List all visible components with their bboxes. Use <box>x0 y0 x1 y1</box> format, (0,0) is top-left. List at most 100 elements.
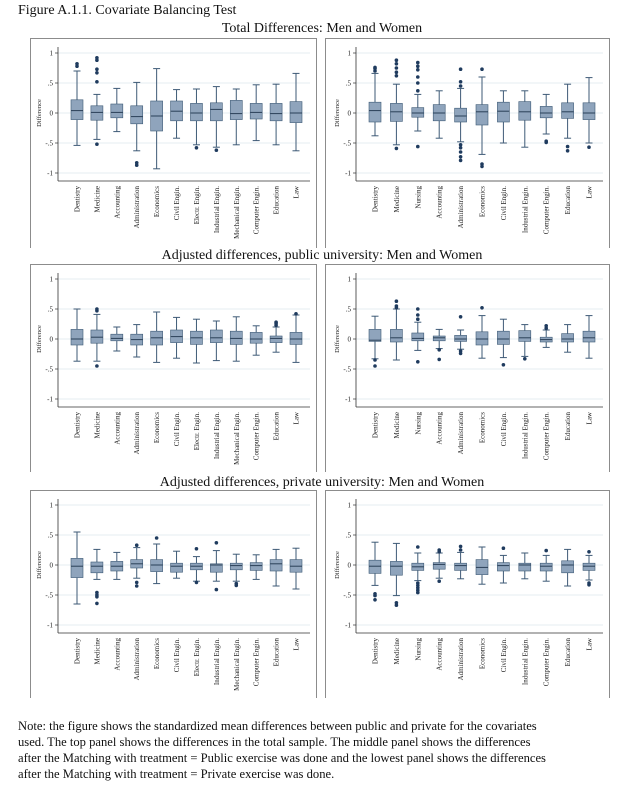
x-tick-label: Economics <box>153 638 161 669</box>
x-tick-label: Electr. Engin. <box>193 186 201 225</box>
x-tick-label: Law <box>293 637 301 650</box>
x-tick-label: Accounting <box>436 186 444 219</box>
box <box>269 103 283 122</box>
x-tick-label: Medicine <box>393 412 401 438</box>
outlier-point <box>416 68 420 72</box>
box <box>582 562 596 571</box>
box <box>475 104 489 126</box>
box <box>582 102 596 120</box>
x-tick-label: Medicine <box>93 638 101 664</box>
y-tick-label: -.5 <box>45 140 53 148</box>
outlier-point <box>458 146 463 150</box>
box <box>539 106 553 119</box>
x-tick-label: Law <box>293 411 301 424</box>
y-axis-label: Difference <box>36 551 43 579</box>
outlier-point <box>416 64 420 68</box>
y-tick-label: 1 <box>50 502 54 510</box>
box <box>454 107 467 123</box>
x-tick-label: Computer Engin. <box>253 638 261 686</box>
y-tick-label: -1 <box>47 622 53 630</box>
note-line: used. The top panel shows the difference… <box>18 735 531 749</box>
y-tick-label: .5 <box>346 80 352 88</box>
outlier-point <box>565 149 570 153</box>
box <box>210 563 223 573</box>
outlier-point <box>480 67 484 71</box>
x-tick-label: Nursing <box>414 412 422 435</box>
y-tick-label: .5 <box>346 532 352 540</box>
chart-public-left: 1 .5 0 -.5 -1 Difference Dentistry Medicine Acco… <box>30 264 317 472</box>
x-tick-label: Administration <box>133 186 141 229</box>
y-axis-label: Difference <box>334 99 341 127</box>
x-tick-label: Civil Engin. <box>173 638 181 672</box>
box <box>518 330 532 342</box>
box <box>70 99 84 120</box>
chart-private-right: 1 .5 0 -.5 -1 Difference Dentistry Medicine Nurs… <box>325 490 610 698</box>
outlier-point <box>480 164 484 169</box>
x-tick-label: Medicine <box>393 638 401 664</box>
outlier-point <box>458 84 463 88</box>
x-tick-label: Dentistry <box>74 186 82 213</box>
boxplot-private-left: 1 .5 0 -.5 -1 Difference Dentistry Medicine Acco… <box>36 499 310 691</box>
outlier-point <box>416 144 420 149</box>
outlier-point <box>75 62 79 66</box>
box <box>150 559 163 572</box>
box <box>518 101 532 121</box>
y-axis-label: Difference <box>334 325 341 353</box>
box <box>561 560 574 574</box>
outlier-point <box>134 580 139 585</box>
y-tick-label: .5 <box>346 306 352 314</box>
x-tick-label: Industrial Engin. <box>521 412 529 459</box>
x-tick-label: Administration <box>457 412 465 455</box>
x-tick-label: Education <box>273 186 281 215</box>
x-tick-label: Economics <box>479 412 487 443</box>
x-tick-label: Dentistry <box>74 638 82 665</box>
outlier-point <box>373 364 377 368</box>
box <box>539 562 553 572</box>
box <box>269 335 283 343</box>
box <box>90 561 104 574</box>
x-tick-label: Law <box>586 637 594 650</box>
x-tick-label: Education <box>273 412 281 441</box>
x-tick-label: Electr. Engin. <box>193 638 201 677</box>
box <box>390 103 403 122</box>
outlier-point <box>394 603 399 607</box>
x-tick-label: Civil Engin. <box>173 186 181 220</box>
y-tick-label: 0 <box>348 110 352 118</box>
box <box>432 335 446 342</box>
outlier-point <box>194 547 199 551</box>
x-tick-label: Nursing <box>414 638 422 661</box>
panel-title-private: Adjusted differences, private university… <box>159 475 485 490</box>
x-tick-label: Computer Engin. <box>253 186 261 234</box>
outlier-point <box>458 143 463 147</box>
x-tick-label: Education <box>564 638 572 667</box>
x-tick-label: Civil Engin. <box>500 186 508 220</box>
outlier-point <box>214 587 219 592</box>
y-tick-label: -.5 <box>343 140 351 148</box>
outlier-point <box>394 74 399 78</box>
figure-note: Note: the figure shows the standardized … <box>18 718 638 782</box>
x-tick-label: Economics <box>479 186 487 217</box>
box <box>475 331 489 346</box>
boxplot-public-left: 1 .5 0 -.5 -1 Difference Dentistry Medicine Acco… <box>36 273 310 465</box>
x-tick-label: Industrial Engin. <box>213 412 221 459</box>
box <box>210 329 223 343</box>
x-tick-label: Nursing <box>414 186 422 209</box>
outlier-point <box>95 601 99 606</box>
x-tick-label: Law <box>293 185 301 198</box>
box <box>582 330 596 343</box>
outlier-point <box>416 89 420 93</box>
box <box>368 329 382 342</box>
x-tick-label: Civil Engin. <box>500 638 508 672</box>
box <box>289 101 303 123</box>
outlier-point <box>95 71 99 75</box>
outlier-point <box>416 307 420 311</box>
outlier-point <box>214 541 219 545</box>
outlier-point <box>587 583 591 587</box>
x-tick-label: Dentistry <box>372 186 380 213</box>
y-axis-label: Difference <box>36 99 43 127</box>
x-tick-label: Civil Engin. <box>173 412 181 446</box>
outlier-point <box>394 304 399 308</box>
outlier-point <box>544 324 548 328</box>
box <box>411 107 425 118</box>
